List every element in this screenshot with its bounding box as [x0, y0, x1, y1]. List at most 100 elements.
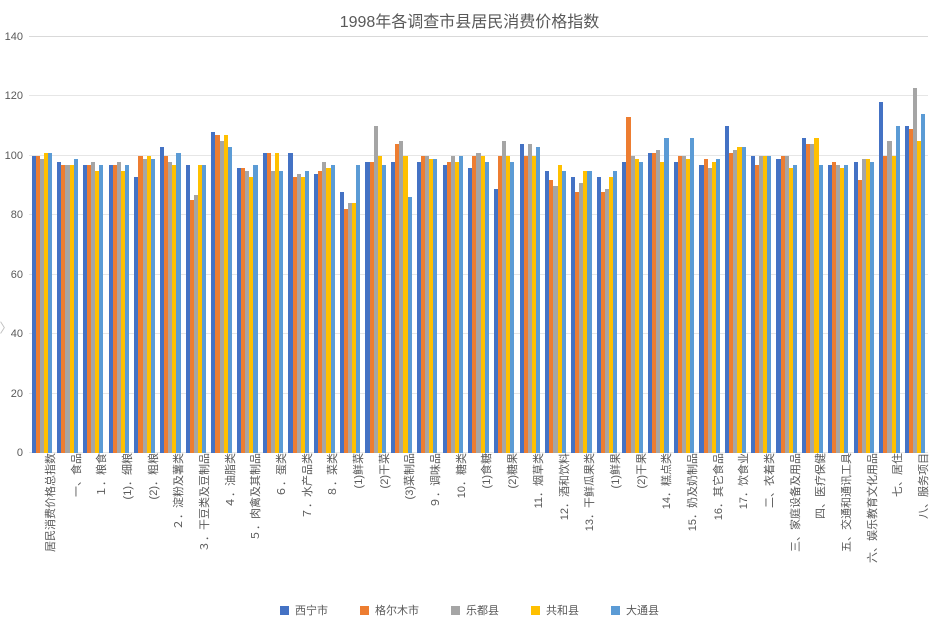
x-tick-label: 六、娱乐教育文化用品	[860, 453, 880, 563]
bar-group: 14．糕点类	[645, 37, 671, 453]
x-tick-label: 四、医疗保健	[808, 453, 828, 519]
bar-group: 16．其它食品	[697, 37, 723, 453]
bar	[202, 165, 206, 453]
bar	[562, 171, 566, 453]
y-tick-label: 140	[0, 31, 23, 43]
bar	[587, 171, 591, 453]
x-tick-label: 15．奶及奶制品	[680, 453, 700, 531]
bar	[151, 159, 155, 453]
bar	[536, 147, 540, 453]
bar-group: ７．水产品类	[286, 37, 312, 453]
bar-group: (2)．粗粮	[132, 37, 158, 453]
y-tick-label: 100	[0, 150, 23, 162]
x-tick-label: (1)食糖	[474, 453, 494, 488]
x-tick-label: ４．油脂类	[218, 453, 238, 508]
bar-group: ８．菜类	[312, 37, 338, 453]
bar	[459, 156, 463, 453]
x-tick-label: (2)干菜	[372, 453, 392, 488]
bar	[331, 165, 335, 453]
x-tick-label: (1)鲜菜	[346, 453, 366, 488]
bar	[253, 165, 257, 453]
bar	[356, 165, 360, 453]
bar-group: 10．糖类	[440, 37, 466, 453]
plot-area: 020406080100120140 居民消费价格总指数一、食品１．粮食(1)．…	[29, 36, 928, 453]
legend-swatch	[360, 606, 369, 615]
x-tick-label: ６．蛋类	[269, 453, 289, 497]
bar-group: 八、服务项目	[902, 37, 928, 453]
x-tick-label: (2)．粗粮	[141, 453, 161, 499]
bar-group: (2)干果	[620, 37, 646, 453]
bar	[485, 162, 489, 453]
x-tick-label: 11．烟草类	[526, 453, 546, 508]
y-tick-label: 60	[0, 269, 23, 281]
bar	[716, 159, 720, 453]
bar-group: 11．烟草类	[517, 37, 543, 453]
y-tick-label: 0	[0, 447, 23, 459]
bar-group: 五、交通和通讯工具	[825, 37, 851, 453]
bar-group: ９．调味品	[414, 37, 440, 453]
bar	[870, 162, 874, 453]
bar	[793, 165, 797, 453]
bar-group: 三、家庭设备及用品	[774, 37, 800, 453]
bar-group: 居民消费价格总指数	[29, 37, 55, 453]
bar	[382, 165, 386, 453]
y-axis-arrow-icon: 〉	[0, 318, 13, 337]
bar	[48, 153, 52, 453]
bar-group: ５．肉禽及其制品	[234, 37, 260, 453]
x-tick-label: 居民消费价格总指数	[38, 453, 58, 552]
bar	[408, 197, 412, 453]
bar	[742, 147, 746, 453]
x-tick-label: ５．肉禽及其制品	[243, 453, 263, 541]
legend-item: 格尔木市	[360, 602, 419, 618]
bar-group: 17．饮食业	[723, 37, 749, 453]
legend-item: 西宁市	[280, 602, 328, 618]
bar	[99, 165, 103, 453]
legend-swatch	[280, 606, 289, 615]
legend-item: 大通县	[611, 602, 659, 618]
bar-group: (1)鲜菜	[337, 37, 363, 453]
bar	[305, 171, 309, 453]
bar	[433, 159, 437, 453]
x-tick-label: 14．糕点类	[654, 453, 674, 509]
y-tick-label: 120	[0, 90, 23, 102]
bar-group: １．粮食	[80, 37, 106, 453]
legend-label: 乐都县	[466, 605, 499, 617]
bar	[639, 162, 643, 453]
x-tick-label: 10．糖类	[449, 453, 469, 498]
bar	[921, 114, 925, 453]
x-tick-label: 16．其它食品	[706, 453, 726, 520]
legend-label: 大通县	[626, 605, 659, 617]
bar-group: (2)干菜	[363, 37, 389, 453]
x-tick-label: ７．水产品类	[295, 453, 315, 519]
x-tick-label: 17．饮食业	[731, 453, 751, 509]
bar-group: ３．干豆类及豆制品	[183, 37, 209, 453]
legend: 西宁市格尔木市乐都县共和县大通县	[0, 602, 939, 618]
y-tick-label: 20	[0, 388, 23, 400]
legend-swatch	[531, 606, 540, 615]
bar-group: 一、食品	[55, 37, 81, 453]
bar-group: 二、衣着类	[748, 37, 774, 453]
bar	[176, 153, 180, 453]
bar-group: 四、医疗保健	[800, 37, 826, 453]
bar	[279, 171, 283, 453]
legend-item: 乐都县	[451, 602, 499, 618]
bar-group: (1)食糖	[466, 37, 492, 453]
bar-group: (2)糖果	[491, 37, 517, 453]
bar-groups: 居民消费价格总指数一、食品１．粮食(1)．细粮(2)．粗粮２．淀粉及薯类３．干豆…	[29, 37, 928, 453]
x-tick-label: ９．调味品	[423, 453, 443, 508]
bar	[690, 138, 694, 453]
x-tick-label: 一、食品	[64, 453, 84, 497]
x-tick-label: ３．干豆类及豆制品	[192, 453, 212, 552]
x-tick-label: 二、衣着类	[757, 453, 777, 508]
x-tick-label: (1)．细粮	[115, 453, 135, 499]
x-tick-label: (1)鲜果	[603, 453, 623, 488]
bar	[74, 159, 78, 453]
x-tick-label: (3)菜制品	[397, 453, 417, 499]
legend-label: 格尔木市	[375, 605, 419, 617]
bar-group: ６．蛋类	[260, 37, 286, 453]
chart-title: 1998年各调查市县居民消费价格指数	[0, 8, 939, 32]
bar-group: (1)鲜果	[594, 37, 620, 453]
bar-group: 六、娱乐教育文化用品	[851, 37, 877, 453]
bar-group: ４．油脂类	[209, 37, 235, 453]
bar	[896, 126, 900, 453]
